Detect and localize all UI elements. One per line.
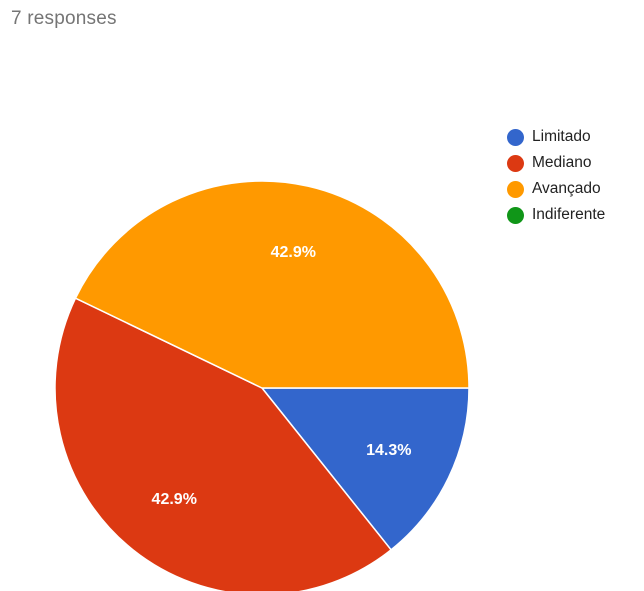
legend-label: Indiferente [532,206,606,223]
legend-label: Avançado [532,180,601,197]
response-count: 7 responses [11,8,117,29]
legend-swatch-icon [507,128,524,146]
legend-label: Mediano [532,154,592,171]
pie-slice-avançado[interactable] [74,180,470,389]
pie-slice-limitado[interactable] [260,387,470,551]
legend-label: Limitado [532,128,591,145]
legend-item-indiferente[interactable]: Indiferente [507,205,605,225]
legend-swatch-icon [507,154,524,172]
slice-label-limitado: 14.3% [366,442,411,459]
legend-swatch-icon [507,180,524,198]
chart-legend: Limitado Mediano Avançado Indiferente [507,127,605,231]
pie-slice-mediano[interactable] [54,297,393,591]
legend-item-mediano[interactable]: Mediano [507,153,605,173]
slice-label-mediano: 42.9% [152,491,197,508]
legend-item-avançado[interactable]: Avançado [507,179,605,199]
legend-item-limitado[interactable]: Limitado [507,127,605,147]
legend-swatch-icon [507,206,524,224]
slice-label-avançado: 42.9% [271,244,316,261]
